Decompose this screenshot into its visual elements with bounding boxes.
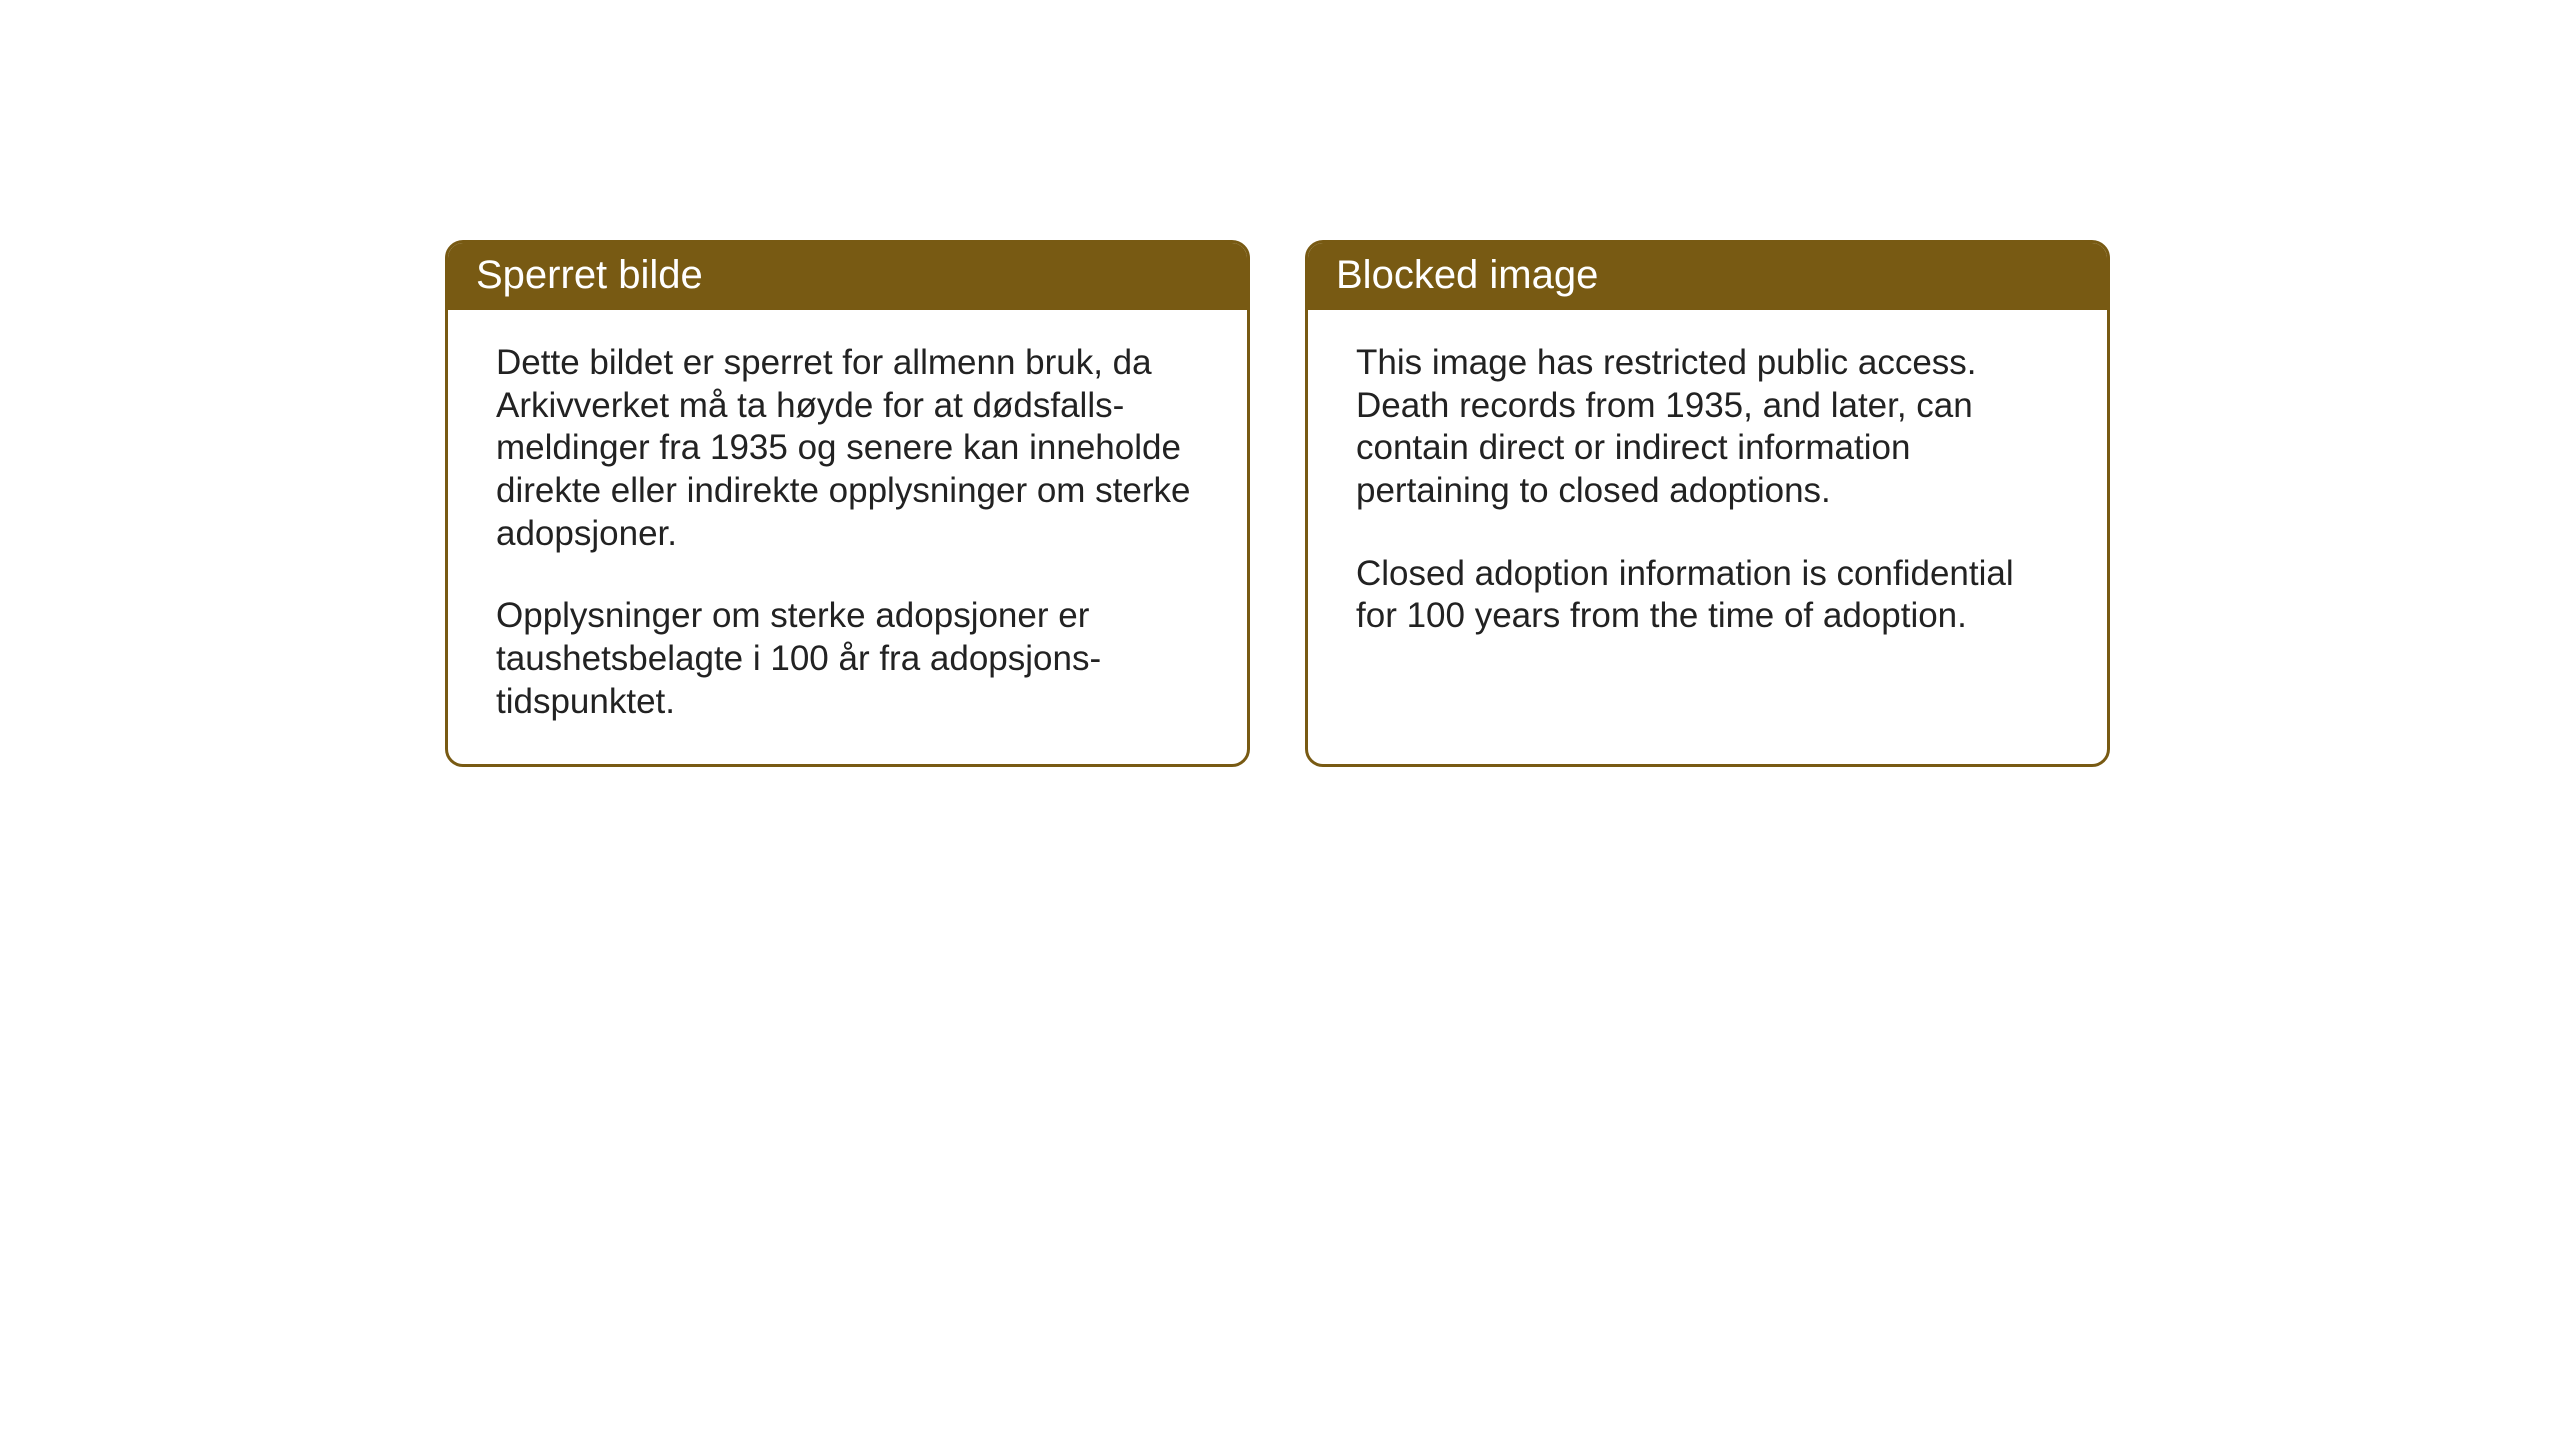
norwegian-paragraph-1: Dette bildet er sperret for allmenn bruk…	[496, 342, 1199, 555]
english-card-title: Blocked image	[1308, 243, 2107, 310]
norwegian-paragraph-2: Opplysninger om sterke adopsjoner er tau…	[496, 595, 1199, 723]
english-card-body: This image has restricted public access.…	[1308, 310, 2107, 678]
english-paragraph-1: This image has restricted public access.…	[1356, 342, 2059, 513]
norwegian-card-body: Dette bildet er sperret for allmenn bruk…	[448, 310, 1247, 764]
notice-container: Sperret bilde Dette bildet er sperret fo…	[0, 0, 2560, 767]
norwegian-card-title: Sperret bilde	[448, 243, 1247, 310]
english-notice-card: Blocked image This image has restricted …	[1305, 240, 2110, 767]
english-paragraph-2: Closed adoption information is confident…	[1356, 553, 2059, 638]
norwegian-notice-card: Sperret bilde Dette bildet er sperret fo…	[445, 240, 1250, 767]
